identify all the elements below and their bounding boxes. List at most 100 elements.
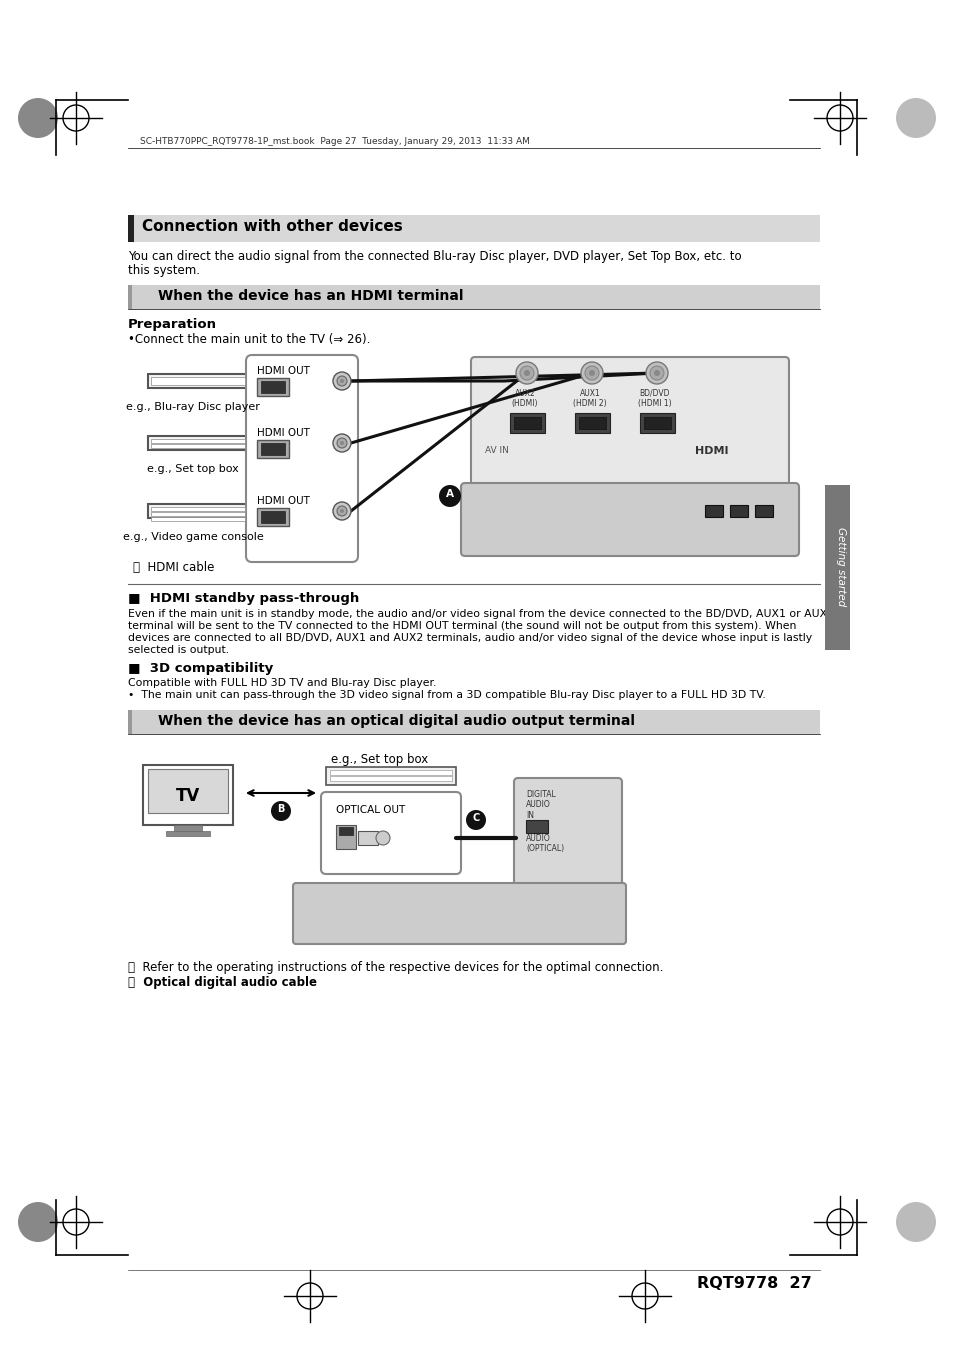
Text: Preparation: Preparation (128, 319, 216, 331)
Circle shape (333, 373, 351, 390)
Text: Compatible with FULL HD 3D TV and Blu-ray Disc player.: Compatible with FULL HD 3D TV and Blu-ra… (128, 678, 436, 688)
Text: Even if the main unit is in standby mode, the audio and/or video signal from the: Even if the main unit is in standby mode… (128, 609, 833, 620)
Bar (143, 765, 233, 825)
Circle shape (339, 509, 344, 513)
Text: OPTICAL OUT: OPTICAL OUT (335, 805, 405, 815)
Bar (639, 413, 675, 433)
Bar (704, 505, 722, 517)
Text: •Connect the main unit to the TV (⇒ 26).: •Connect the main unit to the TV (⇒ 26). (128, 333, 370, 346)
Circle shape (375, 832, 390, 845)
Circle shape (336, 506, 347, 516)
Text: Ⓐ  HDMI cable: Ⓐ HDMI cable (132, 562, 214, 574)
Bar (148, 504, 248, 518)
Circle shape (438, 485, 460, 508)
Text: selected is output.: selected is output. (128, 645, 229, 655)
FancyBboxPatch shape (460, 483, 799, 556)
Bar (128, 215, 133, 242)
Bar (128, 285, 132, 309)
Text: Connection with other devices: Connection with other devices (142, 219, 402, 234)
Bar (256, 440, 289, 458)
Text: e.g., Video game console: e.g., Video game console (123, 532, 263, 541)
Text: Ⓑ  Refer to the operating instructions of the respective devices for the optimal: Ⓑ Refer to the operating instructions of… (128, 961, 662, 973)
Text: e.g., Set top box: e.g., Set top box (147, 464, 238, 474)
Text: SC-HTB770PPC_RQT9778-1P_mst.book  Page 27  Tuesday, January 29, 2013  11:33 AM: SC-HTB770PPC_RQT9778-1P_mst.book Page 27… (140, 136, 529, 146)
Text: B: B (277, 805, 284, 814)
Bar (514, 417, 540, 429)
Text: •  The main unit can pass-through the 3D video signal from a 3D compatible Blu-r: • The main unit can pass-through the 3D … (128, 690, 765, 701)
Bar (824, 485, 849, 649)
Circle shape (523, 370, 530, 377)
Bar (148, 436, 248, 450)
Text: C: C (472, 813, 479, 823)
Bar (256, 378, 289, 396)
Bar (256, 508, 289, 526)
Text: e.g., Blu-ray Disc player: e.g., Blu-ray Disc player (126, 402, 259, 412)
Text: this system.: this system. (128, 265, 200, 277)
Bar (148, 769, 228, 813)
Bar (261, 443, 285, 455)
Circle shape (895, 1202, 935, 1242)
Bar (151, 439, 245, 443)
Bar (643, 417, 670, 429)
Text: TV: TV (175, 787, 200, 805)
Bar (148, 374, 248, 387)
Bar (330, 769, 452, 775)
Text: You can direct the audio signal from the connected Blu-ray Disc player, DVD play: You can direct the audio signal from the… (128, 250, 740, 263)
Bar (151, 444, 245, 448)
FancyBboxPatch shape (514, 778, 621, 886)
Bar (128, 215, 820, 242)
Text: When the device has an optical digital audio output terminal: When the device has an optical digital a… (158, 714, 635, 728)
Circle shape (584, 366, 598, 379)
Bar (510, 413, 544, 433)
Text: devices are connected to all BD/DVD, AUX1 and AUX2 terminals, audio and/or video: devices are connected to all BD/DVD, AUX… (128, 633, 811, 643)
Bar (151, 377, 245, 385)
Circle shape (588, 370, 595, 377)
Text: When the device has an HDMI terminal: When the device has an HDMI terminal (158, 289, 463, 302)
Text: ■  3D compatibility: ■ 3D compatibility (128, 662, 273, 675)
Circle shape (333, 433, 351, 452)
Bar (754, 505, 772, 517)
Text: Ⓒ  Optical digital audio cable: Ⓒ Optical digital audio cable (128, 976, 316, 990)
Bar (330, 776, 452, 782)
Text: terminal will be sent to the TV connected to the HDMI OUT terminal (the sound wi: terminal will be sent to the TV connecte… (128, 621, 796, 630)
Bar (335, 825, 355, 849)
Circle shape (339, 379, 344, 383)
Circle shape (580, 362, 602, 383)
Bar (151, 517, 245, 521)
Bar (525, 819, 547, 833)
Bar (128, 710, 820, 734)
Circle shape (516, 362, 537, 383)
Circle shape (336, 437, 347, 448)
Circle shape (18, 99, 58, 138)
Circle shape (895, 99, 935, 138)
Bar (151, 512, 245, 516)
Bar (166, 832, 210, 836)
Text: HDMI OUT: HDMI OUT (256, 366, 310, 377)
Text: AUX1
(HDMI 2): AUX1 (HDMI 2) (573, 389, 606, 409)
Text: HDMI OUT: HDMI OUT (256, 495, 310, 506)
Text: Getting started: Getting started (835, 528, 845, 606)
Bar (729, 505, 747, 517)
Bar (326, 767, 456, 784)
Text: A: A (446, 489, 454, 500)
Text: RQT9778  27: RQT9778 27 (697, 1276, 811, 1291)
Bar (173, 825, 202, 832)
Circle shape (271, 801, 291, 821)
Circle shape (465, 810, 485, 830)
Bar (261, 381, 285, 393)
Bar (575, 413, 609, 433)
Bar (151, 508, 245, 512)
Circle shape (336, 377, 347, 386)
Bar (338, 828, 353, 836)
Circle shape (18, 1202, 58, 1242)
Bar (128, 285, 820, 309)
FancyBboxPatch shape (293, 883, 625, 944)
Circle shape (519, 366, 534, 379)
Bar (261, 512, 285, 522)
FancyBboxPatch shape (246, 355, 357, 562)
Circle shape (645, 362, 667, 383)
Circle shape (333, 502, 351, 520)
Text: ■  HDMI standby pass-through: ■ HDMI standby pass-through (128, 593, 359, 605)
Text: HDMI OUT: HDMI OUT (256, 428, 310, 437)
Bar (128, 710, 132, 734)
